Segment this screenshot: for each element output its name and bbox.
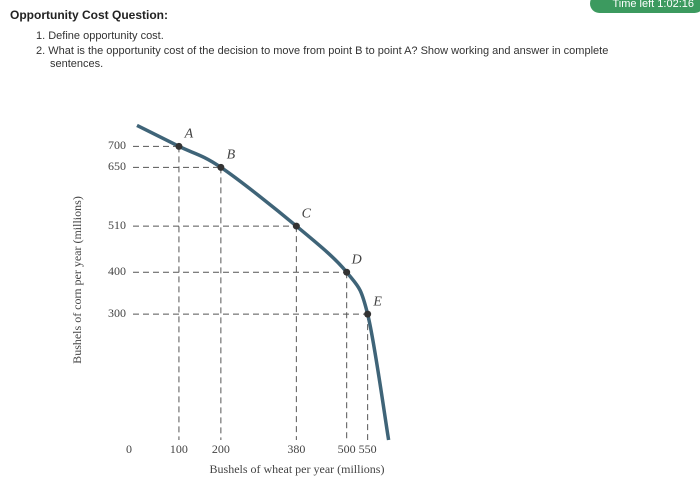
question-title: Opportunity Cost Question: <box>10 8 168 22</box>
point-label: D <box>351 252 362 267</box>
y-tick-label: 300 <box>108 306 126 320</box>
point-label: E <box>372 294 382 309</box>
point-label: C <box>302 206 312 221</box>
ppf-curve <box>136 123 391 441</box>
point <box>292 222 300 230</box>
timer: Time left 1:02:16 <box>590 0 700 13</box>
x-tick-label: 500 <box>338 442 356 456</box>
point-label: A <box>184 127 194 142</box>
point <box>217 163 225 171</box>
y-tick-label: 400 <box>108 264 126 278</box>
question: 2. What is the opportunity cost of the d… <box>36 45 609 57</box>
point <box>175 142 183 150</box>
point <box>343 268 351 276</box>
question: 1. Define opportunity cost. <box>36 30 164 42</box>
question: sentences. <box>50 58 104 70</box>
x-tick-label: 380 <box>287 442 305 456</box>
x-tick-label: 550 <box>359 442 377 456</box>
x-axis-label: Bushels of wheat per year (millions) <box>210 462 385 476</box>
x-tick-label: 0 <box>126 442 132 456</box>
y-tick-label: 700 <box>108 138 126 152</box>
y-tick-label: 510 <box>108 218 126 232</box>
point <box>364 310 372 318</box>
x-tick-label: 200 <box>212 442 230 456</box>
point-label: B <box>227 148 236 163</box>
y-tick-label: 650 <box>108 159 126 173</box>
y-axis-label: Bushels of corn per year (millions) <box>70 196 84 364</box>
x-tick-label: 100 <box>170 442 188 456</box>
